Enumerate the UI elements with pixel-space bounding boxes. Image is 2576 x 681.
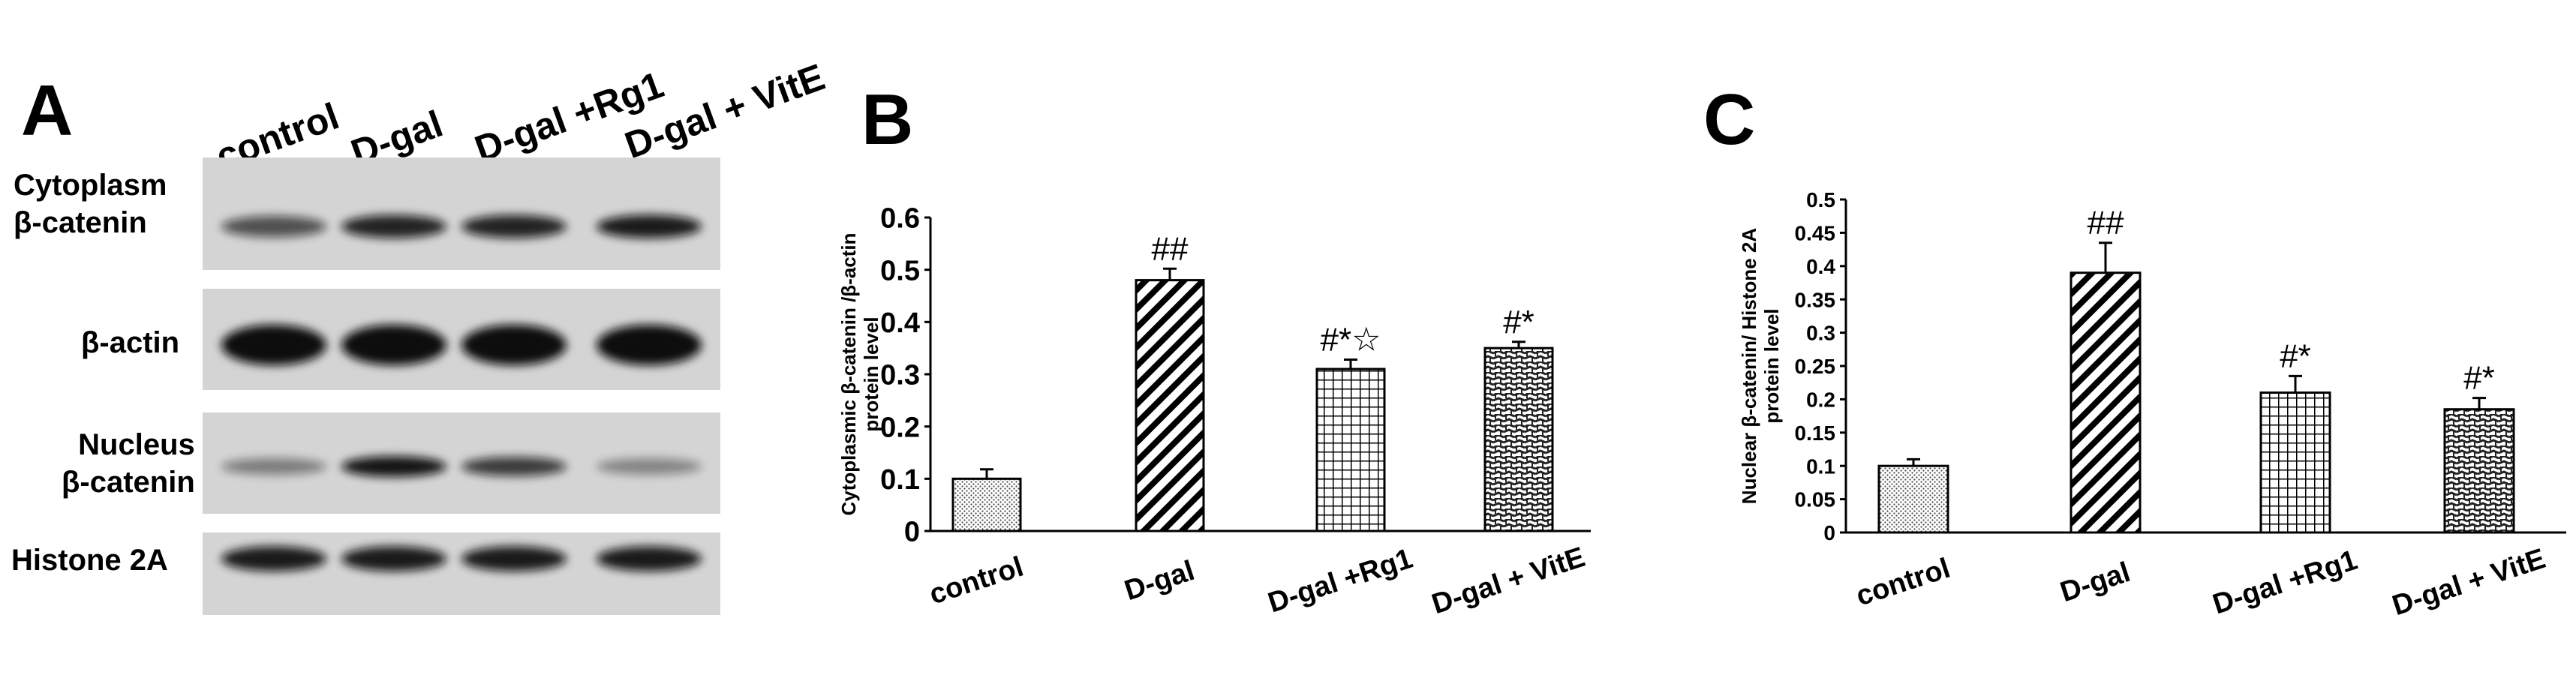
x-tick-label: D-gal [1121,555,1198,607]
bar-d-gal-rg1 [2259,392,2331,534]
bar-d-gal-rg1 [1315,368,1386,532]
row-label-nucleus-line1: Nucleus [78,428,195,461]
row-label-nucleus-line2: β-catenin [62,466,195,499]
blot-band-row0-lane2 [461,214,567,238]
significance-label: ## [2088,205,2124,242]
significance-label: #* [2463,360,2495,397]
x-tick-label: D-gal [2057,556,2134,608]
row-label-cytoplasm: Cytoplasm β-catenin [14,166,167,242]
row-label-cytoplasm-line1: Cytoplasm [14,169,167,202]
blot-band-row2-lane3 [597,458,702,475]
x-tick-label: D-gal + VitE [1428,542,1589,620]
blot-band-row3-lane1 [341,546,446,572]
panel-b-letter: B [861,80,914,160]
blot-band-row3-lane2 [461,546,567,572]
x-tick-label: D-gal +Rg1 [2209,544,2361,621]
blot-band-row0-lane0 [221,215,326,238]
y-tick-label: 0 [1823,521,1835,544]
x-tick-label: D-gal +Rg1 [1264,543,1417,620]
y-tick-label: 0.35 [1795,288,1836,311]
y-tick-label: 0.45 [1795,221,1836,244]
bar-d-gal [2070,272,2142,534]
y-tick-label: 0.1 [1806,454,1835,478]
blot-band-row0-lane3 [597,214,702,238]
row-label-nucleus: Nucleus β-catenin [62,426,195,501]
row-label-actin: β-actin [81,326,180,359]
y-tick-label: 0.3 [1806,322,1835,345]
blot-band-row2-lane2 [461,457,567,476]
blot-band-row0-lane1 [341,214,446,238]
bar-d-gal-vite [2443,408,2515,534]
blot-band-row1-lane2 [461,325,567,365]
blot-band-row3-lane3 [597,546,702,572]
bar-d-gal-vite [1483,346,1554,532]
y-tick-label: 0.3 [880,360,920,392]
bar-control [951,477,1022,532]
blot-image [203,158,720,615]
row-label-cytoplasm-line2: β-catenin [14,206,147,239]
x-tick-label: D-gal + VitE [2388,543,2549,622]
y-tick-label: 0.5 [880,255,920,286]
y-tick-label: 0.1 [880,464,920,496]
significance-label: #* [2280,338,2311,374]
blot-band-row1-lane3 [597,325,702,365]
significance-label: #*☆ [1320,321,1381,358]
blot-band-row2-lane0 [221,458,326,475]
blot-band-row1-lane0 [221,325,326,365]
y-tick-label: 0.25 [1795,355,1836,378]
blot-band-row3-lane0 [221,546,326,572]
y-tick-label: 0.15 [1795,422,1836,445]
y-axis-label: Nuclear β-catenin/ Histone 2Aprotein lev… [1738,228,1783,505]
row-label-histone: Histone 2A [11,544,168,577]
blot-strip-3 [203,532,720,615]
y-tick-label: 0.5 [1806,188,1835,212]
bar-control [1877,464,1949,534]
y-tick-label: 0.05 [1795,488,1836,512]
significance-label: ## [1152,230,1189,267]
significance-label: #* [1503,304,1534,340]
chart-c: 0 0.05 0.1 0.15 0.2 0.25 0.3 0.35 0.4 0.45 0.5 Nucl… [1738,188,2566,622]
blot-band-row2-lane1 [341,456,446,477]
blot-strip-0 [203,158,720,270]
y-tick-label: 0.2 [880,412,920,443]
panel-c-letter: C [1703,80,1756,160]
y-tick-label: 0.6 [880,203,920,235]
bar-d-gal [1135,279,1205,532]
y-tick-label: 0.4 [1806,255,1835,278]
y-tick-label: 0 [904,517,920,548]
x-tick-label: control [926,551,1027,611]
x-tick-label: control [1853,553,1954,613]
panel-a-letter: A [21,70,74,151]
y-tick-label: 0.2 [1806,388,1835,411]
y-tick-label: 0.4 [880,308,920,339]
y-axis-label: Cytoplasmic β-catenin /β-actinprotein le… [837,232,882,515]
blot-band-row1-lane1 [341,325,446,365]
